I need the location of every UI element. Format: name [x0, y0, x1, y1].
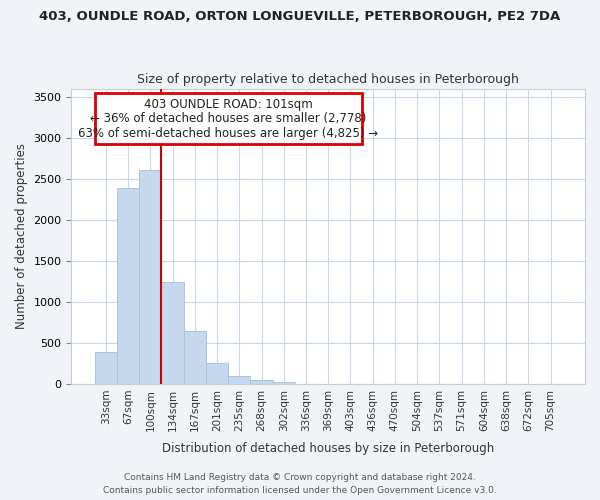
Bar	[117, 188, 139, 384]
Y-axis label: Number of detached properties: Number of detached properties	[15, 143, 28, 329]
Bar	[139, 170, 161, 384]
Text: Contains HM Land Registry data © Crown copyright and database right 2024.
Contai: Contains HM Land Registry data © Crown c…	[103, 474, 497, 495]
Text: 403 OUNDLE ROAD: 101sqm: 403 OUNDLE ROAD: 101sqm	[144, 98, 313, 111]
Bar	[161, 282, 184, 384]
Bar	[206, 362, 228, 384]
X-axis label: Distribution of detached houses by size in Peterborough: Distribution of detached houses by size …	[162, 442, 494, 455]
Bar	[228, 376, 250, 384]
Bar	[184, 332, 206, 384]
Title: Size of property relative to detached houses in Peterborough: Size of property relative to detached ho…	[137, 73, 519, 86]
Bar	[272, 382, 295, 384]
Text: ← 36% of detached houses are smaller (2,778): ← 36% of detached houses are smaller (2,…	[90, 112, 367, 126]
Bar	[95, 352, 117, 384]
Bar	[250, 380, 272, 384]
Text: 63% of semi-detached houses are larger (4,825) →: 63% of semi-detached houses are larger (…	[78, 127, 378, 140]
FancyBboxPatch shape	[95, 94, 362, 144]
Text: 403, OUNDLE ROAD, ORTON LONGUEVILLE, PETERBOROUGH, PE2 7DA: 403, OUNDLE ROAD, ORTON LONGUEVILLE, PET…	[40, 10, 560, 23]
